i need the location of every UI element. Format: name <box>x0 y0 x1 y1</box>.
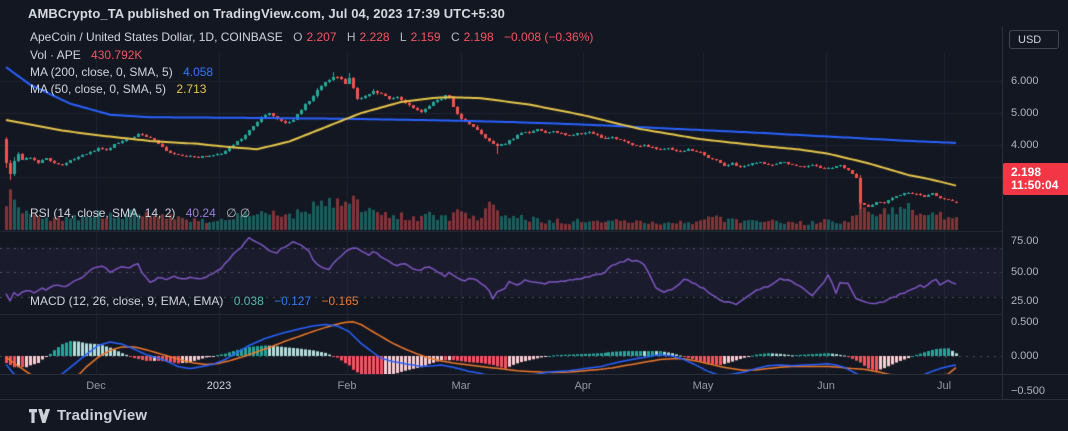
tradingview-logo[interactable]: TradingView <box>29 407 147 424</box>
change-value: −0.008 (−0.36%) <box>504 30 594 44</box>
tradingview-logo-icon <box>29 408 50 423</box>
low-value: 2.159 <box>410 30 441 44</box>
open-value: 2.207 <box>306 30 337 44</box>
open-label: O <box>293 30 303 44</box>
attribution-header: AMBCrypto_TA published on TradingView.co… <box>0 0 1068 26</box>
rsi-tick: 25.00 <box>1011 295 1039 307</box>
rsi-legend: RSI (14, close, SMA, 14, 2) 40.24 ∅ ∅ <box>30 206 250 220</box>
close-value: 2.198 <box>463 30 494 44</box>
rsi-value: 40.24 <box>185 206 216 220</box>
high-label: H <box>346 30 356 44</box>
rsi-label: RSI (14, close, SMA, 14, 2) <box>30 206 176 220</box>
symbol-legend: ApeCoin / United States Dollar, 1D, COIN… <box>30 30 593 44</box>
time-axis-label: Feb <box>337 380 357 392</box>
price-chart-canvas[interactable] <box>0 26 1002 400</box>
low-label: L <box>399 30 407 44</box>
chart-area[interactable]: ApeCoin / United States Dollar, 1D, COIN… <box>0 26 1068 400</box>
volume-legend: Vol · APE 430.792K <box>30 48 142 62</box>
tradingview-brand-text: TradingView <box>57 407 148 424</box>
last-price: 2.198 <box>1011 165 1042 179</box>
macd-hist-value: 0.038 <box>233 294 264 308</box>
volume-value: 430.792K <box>91 48 143 62</box>
macd-tick: 0.500 <box>1011 316 1039 328</box>
price-scale[interactable]: USD 6.000 5.000 4.000 3.000 75.00 50.00 … <box>1002 26 1068 399</box>
time-axis-label: 2023 <box>206 380 232 392</box>
bar-countdown: 11:50:04 <box>1011 178 1059 192</box>
ma50-value: 2.713 <box>176 82 207 96</box>
time-axis-label: Jul <box>936 380 952 392</box>
ma200-label: MA (200, close, 0, SMA, 5) <box>30 65 173 79</box>
ma50-legend: MA (50, close, 0, SMA, 5) 2.713 <box>30 82 206 96</box>
time-axis-label: Jun <box>817 380 835 392</box>
time-axis-label: Dec <box>86 380 106 392</box>
price-tick: 6.000 <box>1011 75 1039 87</box>
macd-legend: MACD (12, 26, close, 9, EMA, EMA) 0.038 … <box>30 294 359 308</box>
attribution-text: AMBCrypto_TA published on TradingView.co… <box>28 6 505 21</box>
ma50-label: MA (50, close, 0, SMA, 5) <box>30 82 167 96</box>
rsi-empty-set-icons: ∅ ∅ <box>226 206 251 220</box>
time-scale[interactable]: Dec 2023 Feb Mar Apr May Jun Jul <box>0 374 1068 400</box>
macd-tick: 0.000 <box>1011 350 1039 362</box>
price-tick: 4.000 <box>1011 139 1039 151</box>
rsi-tick: 50.00 <box>1011 266 1039 278</box>
time-axis-label: Apr <box>574 380 592 392</box>
macd-label: MACD (12, 26, close, 9, EMA, EMA) <box>30 294 224 308</box>
time-axis-label: Mar <box>451 380 471 392</box>
ma200-legend: MA (200, close, 0, SMA, 5) 4.058 <box>30 65 213 79</box>
rsi-tick: 75.00 <box>1011 235 1039 247</box>
last-price-badge: 2.198 11:50:04 <box>1003 163 1068 195</box>
currency-toggle-button[interactable]: USD <box>1009 30 1059 49</box>
macd-signal-value: −0.165 <box>321 294 359 308</box>
symbol-title: ApeCoin / United States Dollar, 1D, COIN… <box>30 30 283 44</box>
ma200-value: 4.058 <box>183 65 214 79</box>
time-axis-label: May <box>692 380 714 392</box>
volume-label: Vol · APE <box>30 48 81 62</box>
price-tick: 5.000 <box>1011 107 1039 119</box>
macd-line-value: −0.127 <box>274 294 312 308</box>
macd-tick: −0.500 <box>1011 385 1045 397</box>
high-value: 2.228 <box>359 30 390 44</box>
close-label: C <box>450 30 460 44</box>
footer-bar: TradingView <box>0 399 1068 431</box>
